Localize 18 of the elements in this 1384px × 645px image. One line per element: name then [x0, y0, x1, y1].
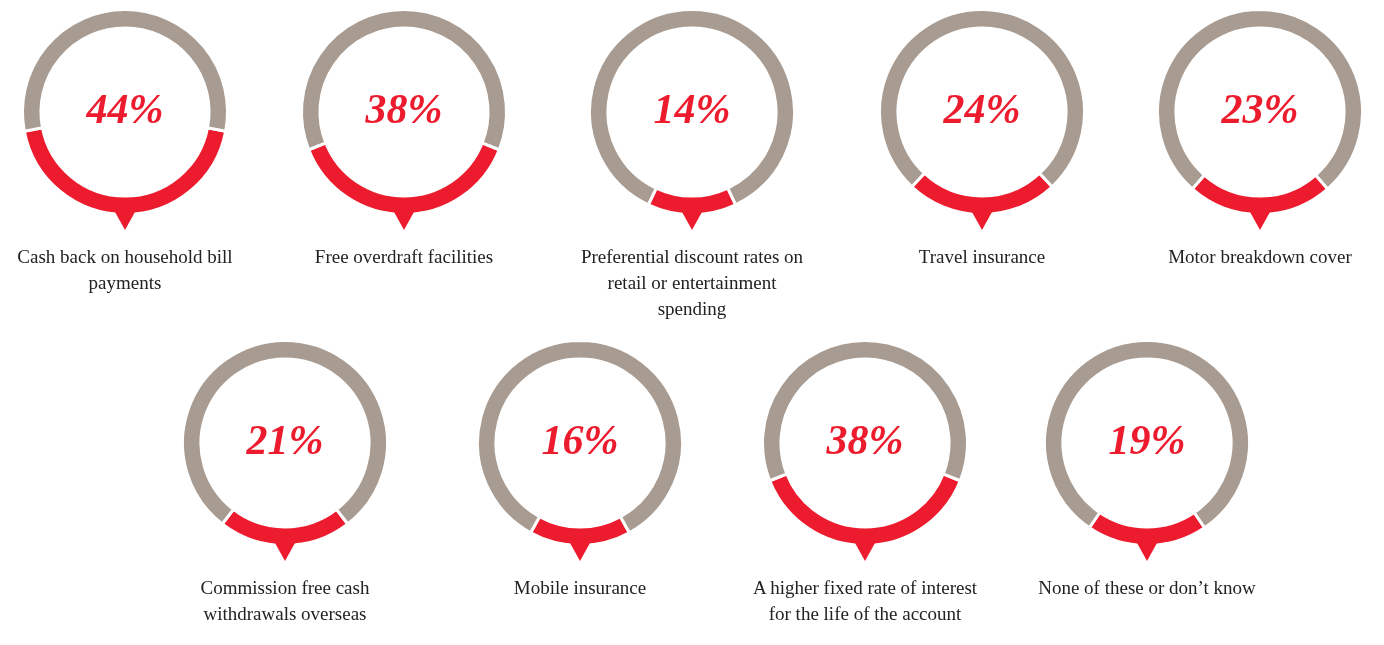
text: 14%: [653, 85, 731, 132]
text: A higher fixed rate of interest for the life of the account: [751, 576, 979, 626]
text: Preferential discount rates on retail or entertainment spending: [579, 245, 805, 321]
text: 38%: [364, 85, 443, 132]
text: 24%: [942, 85, 1021, 132]
text: 44%: [85, 85, 164, 132]
text: 23%: [1220, 85, 1299, 132]
text: Free overdraft facilities: [313, 245, 495, 269]
text: 38%: [825, 416, 904, 463]
text: None of these or don’t know: [1037, 576, 1257, 600]
text: Mobile insurance: [512, 576, 648, 600]
text: Motor breakdown cover: [1167, 245, 1353, 269]
text: Commission free cash withdrawals overseas: [199, 576, 371, 626]
text: 21%: [245, 416, 324, 463]
text: 16%: [541, 416, 619, 463]
text: Travel insurance: [917, 245, 1047, 269]
text: 19%: [1108, 416, 1186, 463]
text: Cash back on household bill payments: [16, 245, 234, 295]
